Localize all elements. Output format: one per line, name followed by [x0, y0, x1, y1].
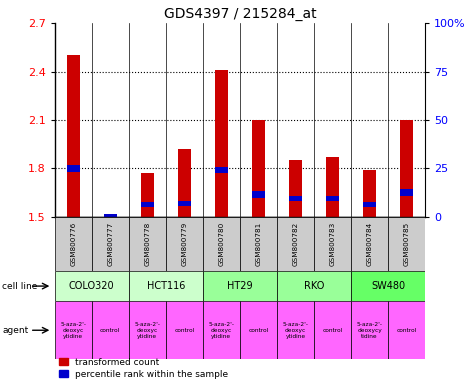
- Bar: [400, 120, 413, 217]
- Bar: [104, 214, 117, 217]
- Bar: [277, 301, 314, 359]
- Bar: [129, 217, 166, 271]
- Text: SW480: SW480: [371, 281, 405, 291]
- Bar: [351, 271, 425, 301]
- Text: agent: agent: [2, 326, 28, 335]
- Text: GSM800785: GSM800785: [404, 222, 409, 266]
- Bar: [55, 271, 129, 301]
- Bar: [92, 217, 129, 271]
- Bar: [351, 301, 388, 359]
- Text: control: control: [248, 328, 268, 333]
- Text: control: control: [174, 328, 194, 333]
- Text: control: control: [100, 328, 120, 333]
- Bar: [203, 271, 277, 301]
- Bar: [203, 217, 240, 271]
- Text: GSM800778: GSM800778: [144, 222, 150, 266]
- Bar: [363, 170, 376, 217]
- Bar: [141, 173, 154, 217]
- Bar: [289, 196, 302, 201]
- Text: GSM800783: GSM800783: [330, 222, 335, 266]
- Bar: [326, 196, 339, 201]
- Bar: [240, 301, 277, 359]
- Legend: transformed count, percentile rank within the sample: transformed count, percentile rank withi…: [59, 358, 228, 379]
- Bar: [141, 202, 154, 207]
- Text: GSM800784: GSM800784: [367, 222, 372, 266]
- Bar: [252, 191, 265, 198]
- Bar: [388, 217, 425, 271]
- Bar: [55, 217, 92, 271]
- Bar: [326, 157, 339, 217]
- Bar: [215, 167, 228, 173]
- Bar: [351, 217, 388, 271]
- Text: cell line: cell line: [2, 281, 38, 291]
- Text: COLO320: COLO320: [69, 281, 114, 291]
- Text: GSM800777: GSM800777: [107, 222, 113, 266]
- Text: RKO: RKO: [304, 281, 324, 291]
- Bar: [314, 217, 351, 271]
- Bar: [104, 214, 117, 217]
- Text: HCT116: HCT116: [147, 281, 185, 291]
- Bar: [166, 217, 203, 271]
- Text: 5-aza-2'-
deoxyc
ytidine: 5-aza-2'- deoxyc ytidine: [60, 322, 86, 339]
- Bar: [277, 217, 314, 271]
- Text: control: control: [397, 328, 417, 333]
- Bar: [129, 271, 203, 301]
- Text: HT29: HT29: [227, 281, 253, 291]
- Bar: [252, 120, 265, 217]
- Bar: [166, 301, 203, 359]
- Bar: [388, 301, 425, 359]
- Bar: [55, 301, 92, 359]
- Bar: [363, 202, 376, 207]
- Bar: [400, 189, 413, 196]
- Bar: [178, 149, 191, 217]
- Text: 5-aza-2'-
deoxycy
tidine: 5-aza-2'- deoxycy tidine: [357, 322, 382, 339]
- Text: GSM800780: GSM800780: [218, 222, 224, 266]
- Text: 5-aza-2'-
deoxyc
ytidine: 5-aza-2'- deoxyc ytidine: [283, 322, 308, 339]
- Text: GSM800781: GSM800781: [256, 222, 261, 266]
- Text: GSM800779: GSM800779: [181, 222, 187, 266]
- Bar: [129, 301, 166, 359]
- Bar: [314, 301, 351, 359]
- Bar: [178, 201, 191, 206]
- Bar: [66, 165, 80, 172]
- Bar: [66, 55, 80, 217]
- Text: GSM800776: GSM800776: [70, 222, 76, 266]
- Bar: [240, 217, 277, 271]
- Text: control: control: [323, 328, 342, 333]
- Text: GSM800782: GSM800782: [293, 222, 298, 266]
- Bar: [92, 301, 129, 359]
- Bar: [215, 70, 228, 217]
- Bar: [289, 161, 302, 217]
- Title: GDS4397 / 215284_at: GDS4397 / 215284_at: [163, 7, 316, 21]
- Bar: [203, 301, 240, 359]
- Bar: [277, 271, 351, 301]
- Text: 5-aza-2'-
deoxyc
ytidine: 5-aza-2'- deoxyc ytidine: [209, 322, 234, 339]
- Text: 5-aza-2'-
deoxyc
ytidine: 5-aza-2'- deoxyc ytidine: [134, 322, 160, 339]
